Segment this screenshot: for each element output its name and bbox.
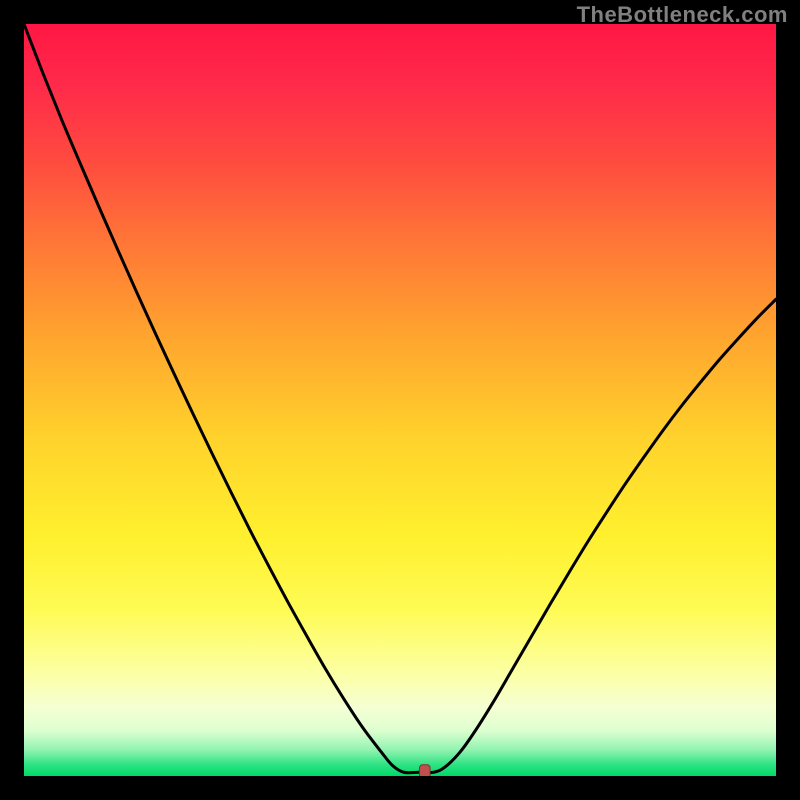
- optimum-marker: [420, 765, 431, 776]
- plot-area: [24, 24, 776, 776]
- gradient-background: [24, 24, 776, 776]
- bottleneck-chart: [24, 24, 776, 776]
- chart-frame: TheBottleneck.com: [0, 0, 800, 800]
